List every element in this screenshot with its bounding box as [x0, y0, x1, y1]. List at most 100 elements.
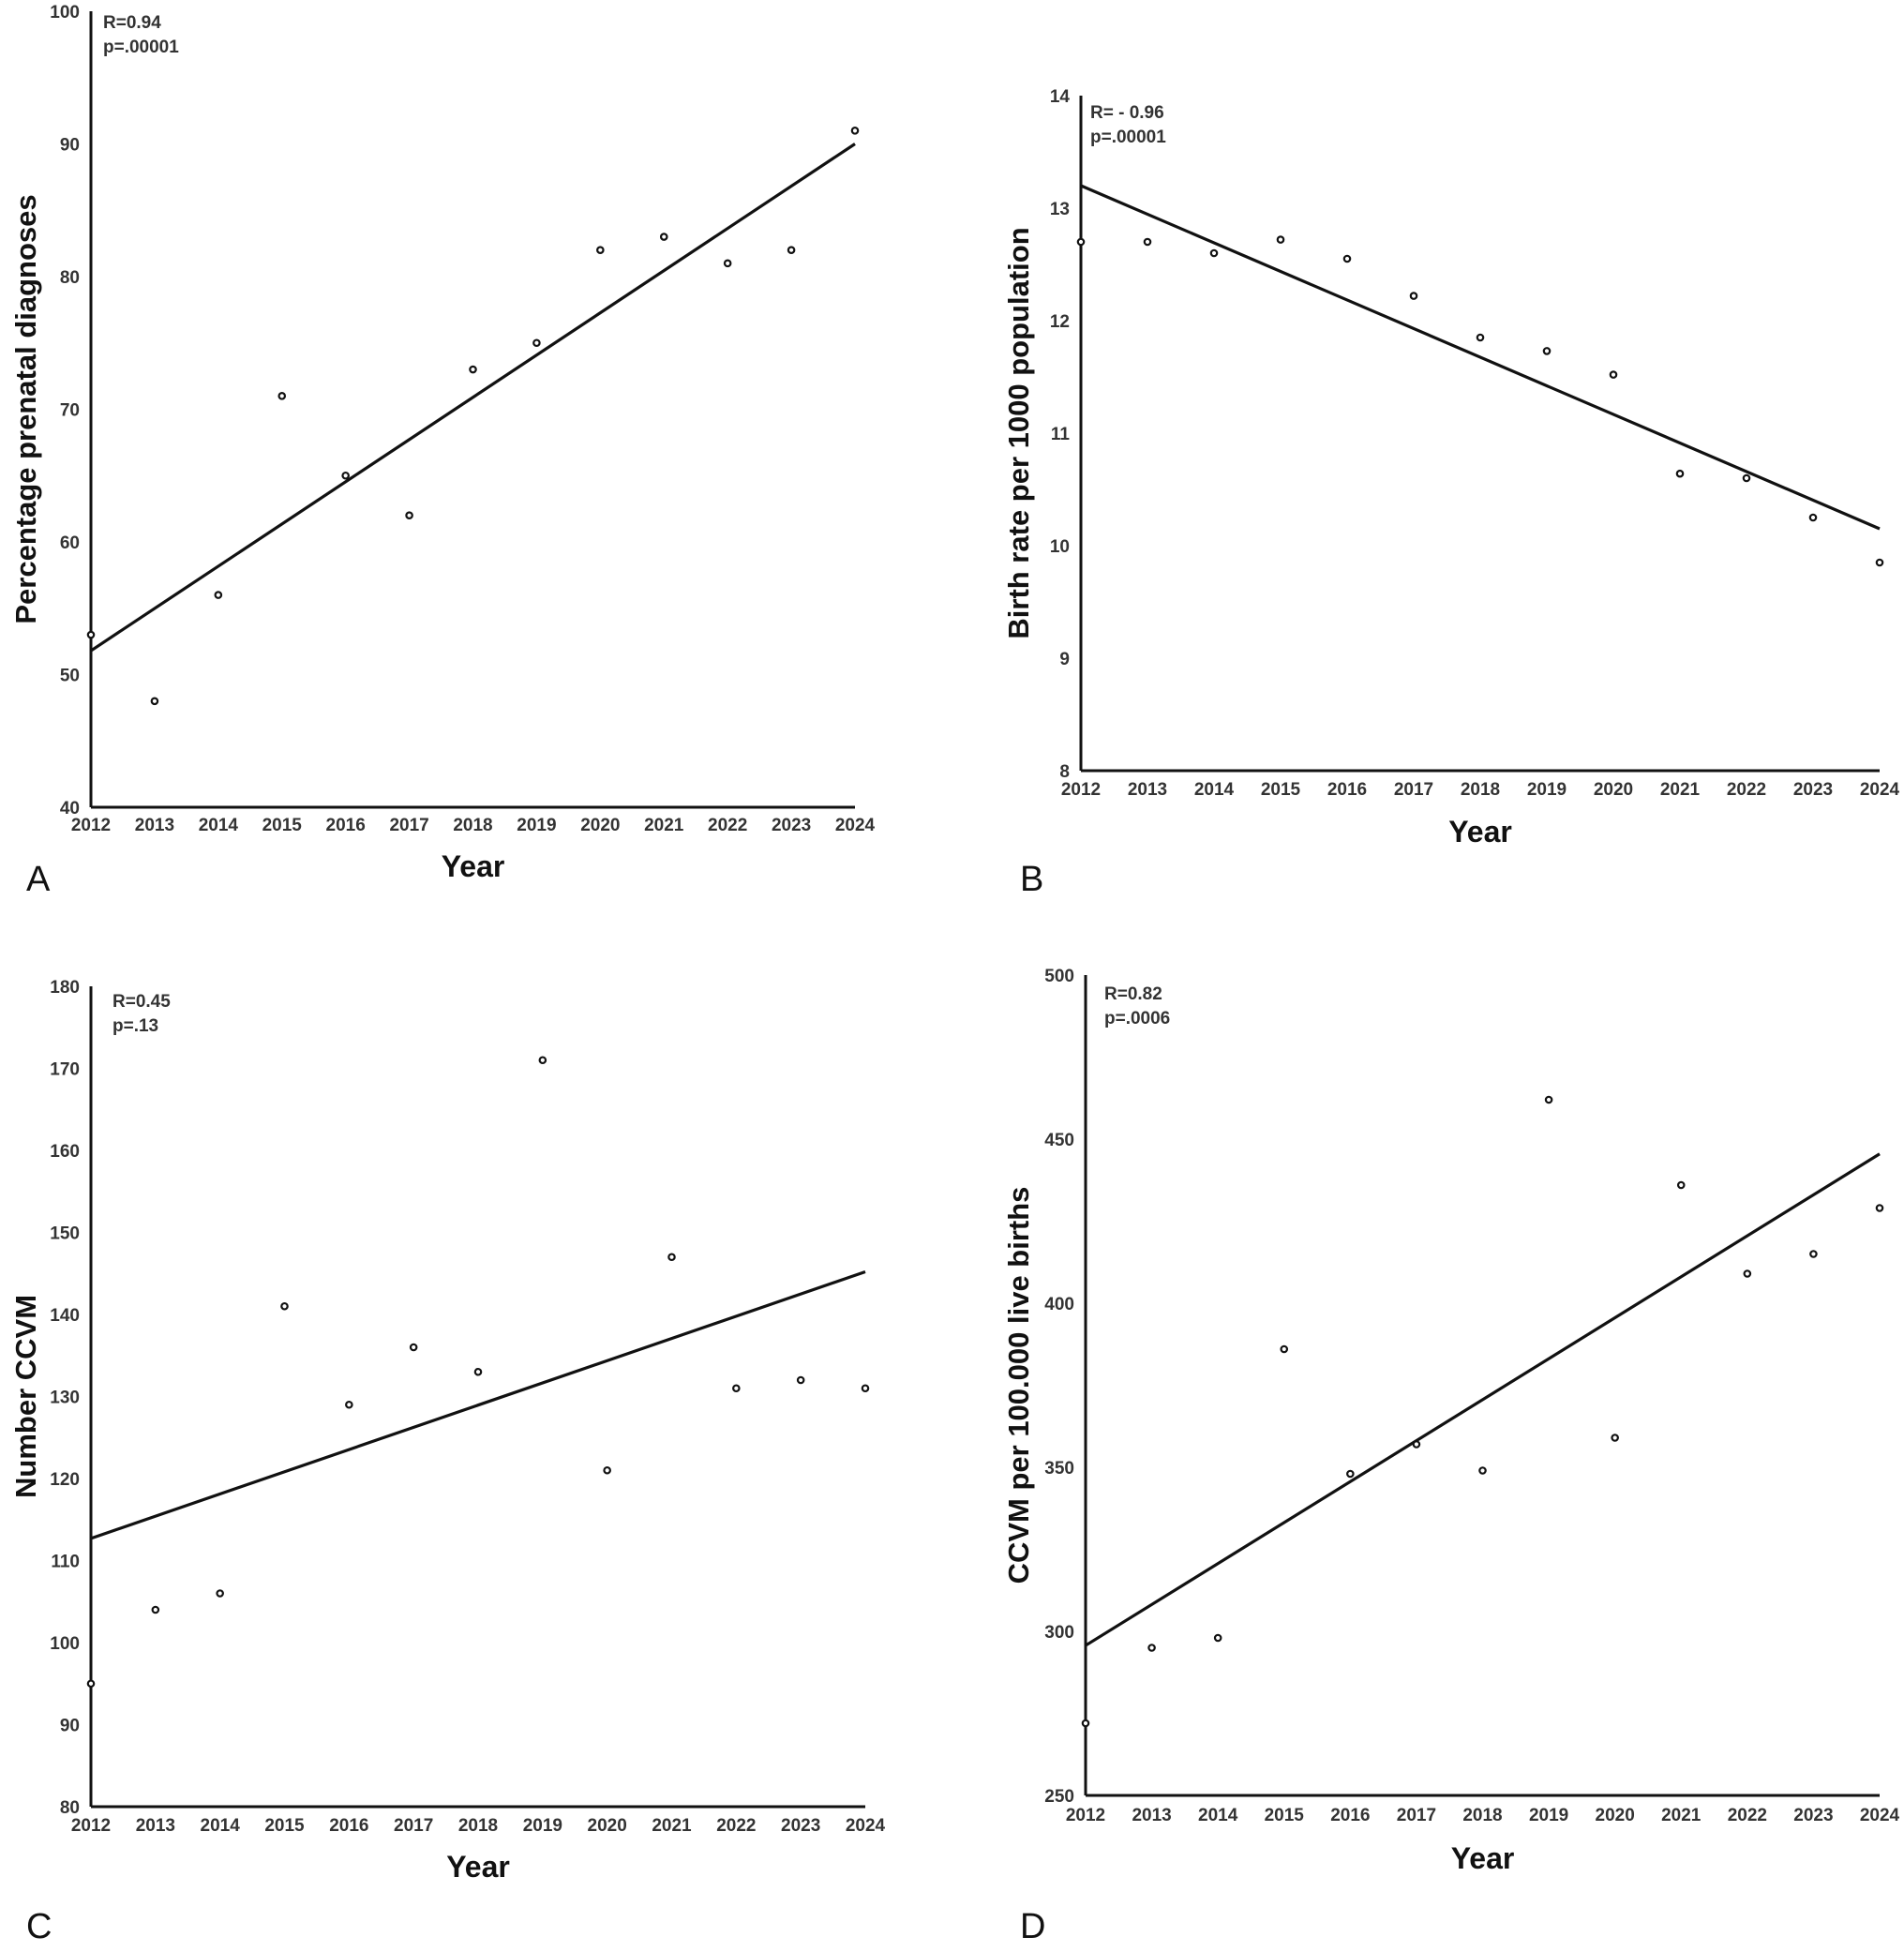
y-tick-label: 100	[50, 1634, 80, 1654]
data-point	[345, 1400, 353, 1409]
y-tick-label: 10	[1050, 537, 1070, 557]
y-tick-label: 80	[60, 268, 80, 288]
y-tick-label: 120	[50, 1470, 80, 1490]
data-point	[1675, 469, 1685, 478]
x-tick-label: 2021	[1660, 780, 1701, 800]
data-point	[1342, 254, 1352, 263]
x-tick-label: 2024	[1860, 1806, 1900, 1825]
data-point	[1875, 1204, 1884, 1212]
x-tick-label: 2013	[1132, 1806, 1171, 1825]
data-point	[1412, 1440, 1421, 1449]
y-tick-label: 90	[60, 136, 80, 156]
trend-line	[90, 143, 856, 653]
x-tick-label: 2017	[394, 1816, 433, 1836]
y-tick-label: 70	[60, 401, 80, 421]
trend-line	[1080, 184, 1881, 531]
y-tick-label: 180	[50, 978, 80, 998]
x-tick-label: 2014	[1194, 780, 1235, 800]
x-tick-label: 2022	[716, 1816, 756, 1836]
y-axis-title: Number CCVM	[9, 1295, 42, 1498]
x-tick-label: 2019	[523, 1816, 562, 1836]
y-axis-title: CCVM per 100.000 live births	[1002, 1187, 1035, 1584]
panel-b: 8 9 10 11 12 13 14 2012 2013 2014 2015 2016 2017 2018…	[1002, 87, 1900, 899]
panel-letter: D	[1020, 1907, 1045, 1946]
x-tick-label: 2016	[329, 1816, 368, 1836]
data-point	[1809, 1250, 1818, 1258]
data-point	[1609, 370, 1618, 379]
data-point	[1544, 1095, 1553, 1104]
data-point	[603, 1465, 611, 1475]
y-tick-label: 12	[1050, 312, 1070, 332]
data-point	[796, 1375, 805, 1385]
y-tick-label: 90	[60, 1717, 80, 1736]
x-tick-label: 2021	[644, 816, 684, 835]
data-point	[469, 365, 477, 374]
x-tick-label: 2013	[136, 1816, 175, 1836]
x-tick-label: 2020	[580, 816, 620, 835]
x-tick-label: 2018	[1461, 780, 1500, 800]
data-point	[1213, 1633, 1222, 1643]
x-tick-label: 2013	[1128, 780, 1167, 800]
x-tick-label: 2017	[1394, 780, 1433, 800]
x-tick-label: 2012	[1066, 1806, 1105, 1825]
data-point	[1409, 292, 1418, 300]
data-point	[86, 1679, 96, 1689]
data-point	[1476, 333, 1485, 342]
data-point	[787, 246, 796, 255]
y-tick-label: 13	[1050, 200, 1070, 219]
panel-d: 250 300 350 400 450 500 2012 2013 2014 2015 2016 20…	[1002, 967, 1900, 1946]
data-point	[405, 511, 413, 520]
data-point	[280, 1301, 289, 1311]
stat-annotation: p=.13	[112, 1016, 158, 1036]
y-tick-label: 8	[1059, 762, 1070, 782]
y-tick-label: 300	[1044, 1623, 1074, 1643]
panel-a: 40 50 60 70 80 90 100 2012 2013 2014 2015 2016 2017 2…	[9, 3, 876, 899]
x-tick-label: 2024	[1860, 780, 1900, 800]
data-point	[409, 1343, 418, 1352]
data-point	[86, 630, 96, 639]
y-tick-label: 250	[1044, 1787, 1074, 1807]
data-point	[1676, 1180, 1686, 1190]
panel-c: 80 90 100 110 120 130 140 150 160 170 180 2012 2013 2…	[9, 978, 886, 1946]
y-tick-label: 130	[50, 1389, 80, 1408]
y-tick-label: 150	[50, 1224, 80, 1244]
data-point	[723, 259, 732, 268]
x-tick-label: 2017	[389, 816, 428, 835]
data-point	[1478, 1466, 1487, 1475]
x-tick-label: 2019	[1529, 1806, 1568, 1825]
data-point	[341, 471, 350, 480]
data-point	[1346, 1469, 1355, 1479]
y-tick-label: 11	[1051, 425, 1071, 444]
data-point	[1076, 237, 1086, 247]
x-tick-label: 2016	[1330, 1806, 1370, 1825]
y-tick-label: 14	[1050, 87, 1071, 107]
data-point	[1611, 1434, 1619, 1442]
stat-annotation: p=.0006	[1104, 1009, 1170, 1029]
y-tick-label: 9	[1059, 650, 1070, 669]
x-tick-label: 2015	[264, 1816, 305, 1836]
data-point	[732, 1384, 741, 1393]
x-tick-label: 2015	[1261, 780, 1301, 800]
y-tick-label: 450	[1044, 1131, 1074, 1150]
data-point	[277, 392, 287, 400]
y-tick-label: 60	[60, 533, 80, 553]
x-tick-label: 2012	[71, 816, 111, 835]
x-tick-label: 2020	[588, 1816, 627, 1836]
data-point	[850, 127, 860, 135]
data-point	[659, 233, 668, 241]
x-tick-label: 2021	[1661, 1806, 1702, 1825]
data-point	[1743, 1269, 1752, 1278]
stat-annotation: R= - 0.96	[1090, 103, 1164, 123]
data-point	[1147, 1644, 1156, 1652]
x-tick-label: 2021	[652, 1816, 692, 1836]
panel-letter: A	[26, 860, 51, 899]
x-tick-label: 2016	[326, 816, 366, 835]
x-tick-label: 2018	[453, 816, 492, 835]
data-point	[1808, 513, 1818, 522]
y-tick-label: 40	[60, 799, 80, 818]
x-axis-title: Year	[1448, 815, 1512, 848]
stat-annotation: p=.00001	[1090, 128, 1166, 147]
x-tick-label: 2024	[846, 1816, 886, 1836]
data-point	[538, 1056, 547, 1065]
